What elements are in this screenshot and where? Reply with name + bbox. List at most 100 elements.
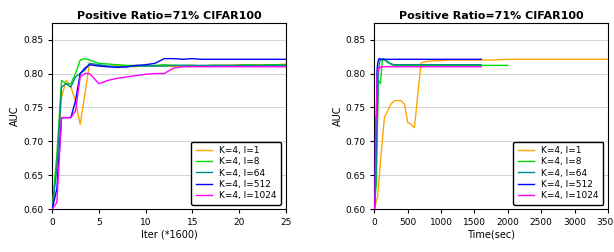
K=4, l=1024 (381, 65, 389, 68)
K=4, l=64 (244, 64, 252, 67)
K=4, l=64 (371, 208, 378, 211)
K=4, l=1024 (208, 65, 215, 68)
K=4, l=64 (386, 61, 393, 64)
K=4, l=512 (418, 58, 425, 61)
K=4, l=64 (72, 75, 79, 78)
K=4, l=512 (142, 63, 149, 66)
K=4, l=64 (263, 64, 271, 67)
K=4, l=512 (376, 57, 383, 60)
K=4, l=64 (198, 64, 205, 67)
K=4, l=1024 (478, 65, 485, 68)
K=4, l=1 (188, 64, 196, 67)
K=4, l=512 (282, 58, 289, 61)
K=4, l=64 (133, 65, 140, 68)
K=4, l=64 (67, 86, 74, 89)
K=4, l=1 (444, 58, 451, 61)
K=4, l=1024 (198, 65, 205, 68)
K=4, l=64 (464, 63, 472, 66)
K=4, l=1 (418, 61, 425, 64)
K=4, l=8 (208, 64, 215, 67)
K=4, l=1 (217, 64, 224, 67)
K=4, l=512 (383, 58, 390, 61)
K=4, l=8 (418, 64, 425, 67)
K=4, l=64 (58, 86, 65, 89)
K=4, l=64 (381, 58, 389, 61)
K=4, l=512 (451, 58, 458, 61)
K=4, l=1024 (114, 77, 121, 80)
K=4, l=8 (383, 60, 390, 63)
K=4, l=1 (571, 58, 578, 61)
K=4, l=64 (179, 64, 187, 67)
K=4, l=1 (537, 58, 545, 61)
K=4, l=1 (77, 123, 84, 126)
K=4, l=512 (208, 58, 215, 61)
K=4, l=1 (491, 58, 498, 61)
K=4, l=8 (104, 62, 112, 66)
K=4, l=512 (373, 116, 380, 119)
K=4, l=1024 (373, 75, 381, 78)
K=4, l=8 (373, 180, 380, 183)
K=4, l=8 (377, 82, 384, 85)
K=4, l=1 (208, 64, 215, 67)
Line: K=4, l=512: K=4, l=512 (375, 59, 481, 209)
K=4, l=1024 (378, 65, 385, 68)
K=4, l=512 (170, 57, 177, 60)
K=4, l=8 (375, 79, 382, 82)
K=4, l=512 (188, 57, 196, 60)
K=4, l=64 (161, 65, 168, 68)
K=4, l=1024 (384, 65, 391, 68)
K=4, l=512 (375, 58, 382, 61)
K=4, l=64 (208, 64, 215, 67)
K=4, l=1024 (371, 208, 378, 211)
K=4, l=512 (371, 194, 379, 197)
K=4, l=1024 (273, 65, 280, 68)
K=4, l=1024 (397, 65, 405, 68)
K=4, l=1 (53, 160, 61, 163)
K=4, l=1 (431, 59, 438, 62)
K=4, l=64 (388, 62, 395, 66)
K=4, l=8 (451, 64, 458, 67)
Line: K=4, l=1024: K=4, l=1024 (375, 67, 481, 209)
K=4, l=1 (384, 109, 391, 112)
K=4, l=64 (151, 65, 158, 68)
K=4, l=64 (170, 64, 177, 67)
K=4, l=64 (63, 82, 70, 85)
K=4, l=8 (404, 64, 411, 67)
K=4, l=8 (72, 72, 79, 75)
K=4, l=1024 (371, 201, 379, 204)
K=4, l=8 (81, 57, 88, 60)
K=4, l=1024 (53, 201, 61, 204)
K=4, l=8 (133, 64, 140, 67)
K=4, l=1 (391, 99, 398, 102)
K=4, l=1024 (95, 82, 103, 85)
K=4, l=64 (418, 63, 425, 66)
K=4, l=512 (86, 63, 93, 66)
K=4, l=1024 (451, 65, 458, 68)
K=4, l=1 (170, 65, 177, 68)
K=4, l=8 (63, 82, 70, 85)
K=4, l=64 (254, 64, 262, 67)
K=4, l=1024 (104, 79, 112, 82)
K=4, l=8 (394, 64, 402, 67)
K=4, l=8 (384, 61, 391, 64)
K=4, l=64 (53, 167, 61, 170)
K=4, l=8 (464, 64, 472, 67)
K=4, l=512 (72, 99, 79, 102)
K=4, l=64 (424, 63, 432, 66)
K=4, l=64 (397, 63, 405, 66)
K=4, l=64 (217, 64, 224, 67)
K=4, l=1024 (86, 72, 93, 75)
K=4, l=512 (133, 64, 140, 67)
K=4, l=1 (374, 194, 381, 197)
K=4, l=8 (198, 65, 205, 68)
K=4, l=8 (386, 62, 394, 65)
K=4, l=1024 (226, 65, 233, 68)
K=4, l=1 (244, 63, 252, 66)
K=4, l=1 (142, 64, 149, 67)
K=4, l=1 (49, 208, 56, 211)
K=4, l=512 (273, 58, 280, 61)
K=4, l=1 (161, 64, 168, 67)
K=4, l=64 (226, 64, 233, 67)
K=4, l=1024 (161, 72, 168, 75)
K=4, l=512 (478, 58, 485, 61)
